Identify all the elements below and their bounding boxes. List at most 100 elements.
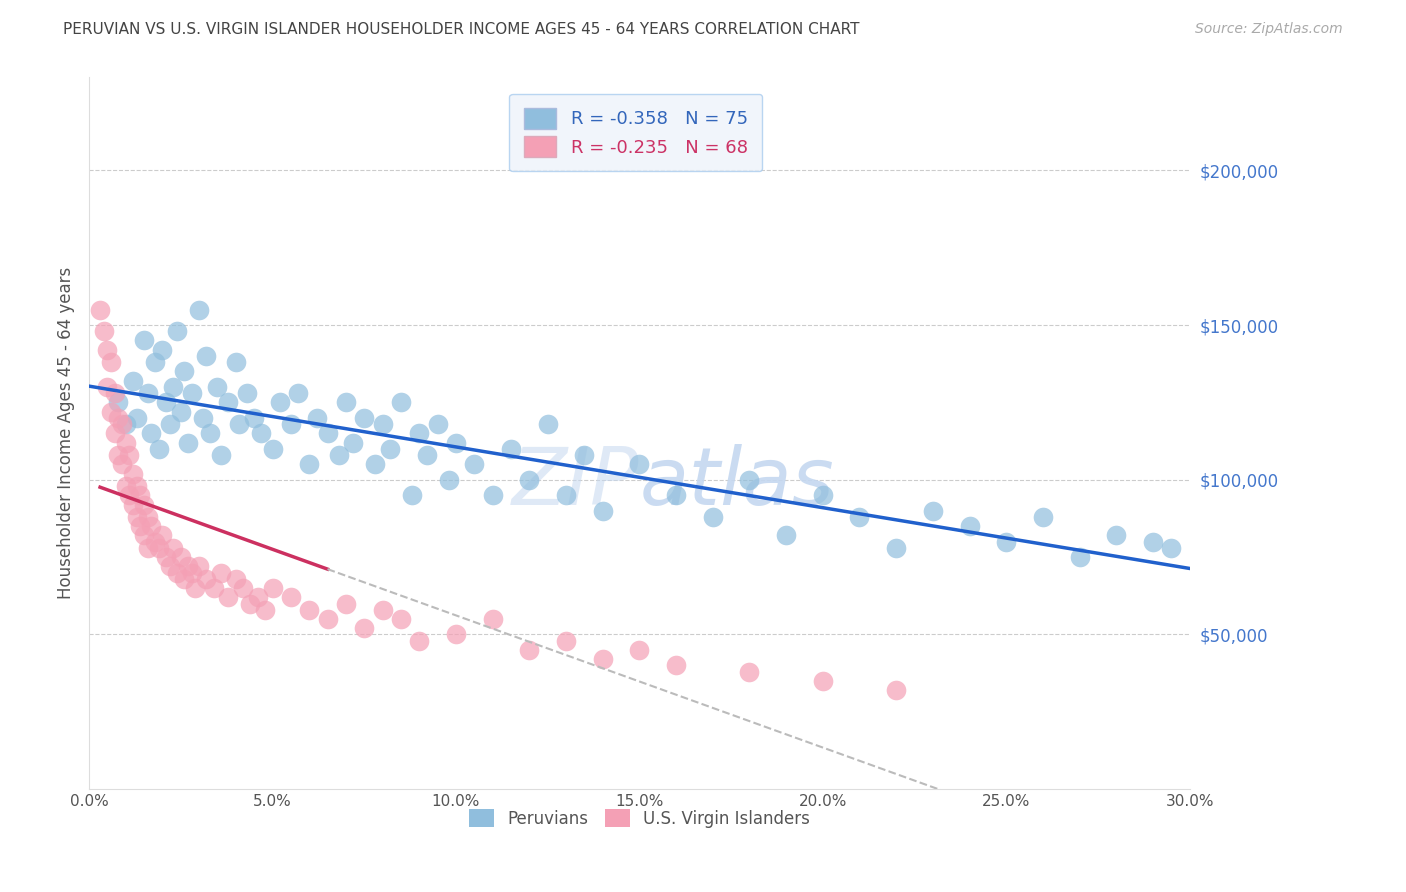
Point [173,572,195,586]
Point [262,581,284,595]
Point [170,550,193,565]
Point [335,597,357,611]
Point [246,591,269,605]
Point [129,519,152,533]
Point [114,435,136,450]
Y-axis label: Householder Income Ages 45 - 64 years: Householder Income Ages 45 - 64 years [58,268,75,599]
Point [371,603,394,617]
Point [316,612,339,626]
Point [353,410,375,425]
Point [628,643,651,657]
Point [298,457,321,471]
Point [269,395,291,409]
Point [316,426,339,441]
Point [173,364,195,378]
Point [148,541,170,555]
Point [143,534,166,549]
Point [328,448,350,462]
Point [170,405,193,419]
Point [122,498,145,512]
Point [125,479,148,493]
Point [232,581,254,595]
Point [207,380,229,394]
Point [517,473,540,487]
Legend: Peruvians, U.S. Virgin Islanders: Peruvians, U.S. Virgin Islanders [463,803,817,834]
Point [378,442,401,456]
Point [114,479,136,493]
Point [136,386,159,401]
Point [118,488,141,502]
Point [1142,534,1164,549]
Point [280,417,302,431]
Point [100,355,122,369]
Point [136,509,159,524]
Point [921,504,943,518]
Point [202,581,225,595]
Point [537,417,560,431]
Point [628,457,651,471]
Point [481,612,503,626]
Point [959,519,981,533]
Point [107,395,129,409]
Point [437,473,460,487]
Point [254,603,277,617]
Point [191,410,214,425]
Point [155,395,177,409]
Point [129,488,152,502]
Point [184,581,207,595]
Point [342,435,364,450]
Point [89,302,111,317]
Point [152,528,174,542]
Point [1069,550,1091,565]
Point [592,504,614,518]
Point [415,448,437,462]
Point [1160,541,1182,555]
Point [444,435,467,450]
Point [444,627,467,641]
Point [125,410,148,425]
Point [250,426,273,441]
Point [517,643,540,657]
Text: Source: ZipAtlas.com: Source: ZipAtlas.com [1195,22,1343,37]
Point [1032,509,1054,524]
Point [188,559,211,574]
Point [225,355,247,369]
Point [426,417,449,431]
Point [555,488,578,502]
Point [148,442,170,456]
Point [180,386,202,401]
Point [166,566,188,580]
Point [195,572,218,586]
Point [228,417,250,431]
Point [884,541,907,555]
Point [111,457,134,471]
Point [132,334,155,348]
Point [132,528,155,542]
Point [159,417,181,431]
Point [335,395,357,409]
Point [574,448,596,462]
Point [811,488,834,502]
Point [141,426,163,441]
Point [162,380,184,394]
Point [141,519,163,533]
Point [209,448,232,462]
Point [107,448,129,462]
Point [884,683,907,698]
Point [481,488,503,502]
Point [738,665,761,679]
Point [93,324,115,338]
Point [180,566,202,580]
Point [236,386,259,401]
Point [177,559,200,574]
Point [118,448,141,462]
Point [665,658,688,673]
Point [111,417,134,431]
Point [298,603,321,617]
Point [209,566,232,580]
Point [96,343,118,357]
Point [353,621,375,635]
Point [811,673,834,688]
Point [287,386,309,401]
Point [162,541,184,555]
